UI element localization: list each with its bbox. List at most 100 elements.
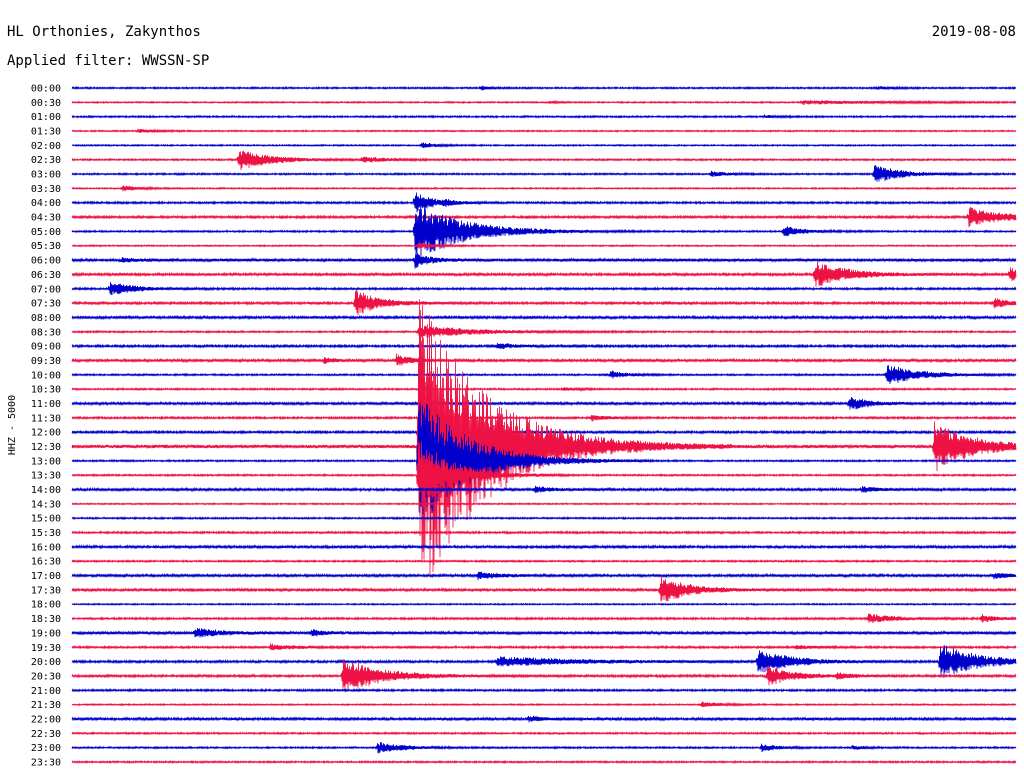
trace-line xyxy=(71,365,1017,384)
station-title: HL Orthonies, Zakynthos xyxy=(7,24,201,40)
trace-line xyxy=(71,687,1017,693)
trace-line xyxy=(71,571,1017,581)
tick-label: 09:30 xyxy=(31,356,61,367)
trace-line xyxy=(71,142,1017,149)
tick-label: 13:30 xyxy=(31,471,61,482)
tick-label: 01:00 xyxy=(31,112,61,123)
trace-line xyxy=(71,252,1017,269)
tick-label: 06:30 xyxy=(31,270,61,281)
trace-line xyxy=(71,289,1017,315)
trace-line xyxy=(71,485,1017,494)
trace-line xyxy=(71,299,1017,576)
tick-label: 09:00 xyxy=(31,342,61,353)
tick-label: 00:30 xyxy=(31,98,61,109)
tick-label: 03:30 xyxy=(31,184,61,195)
trace-line xyxy=(71,645,1017,678)
tick-label: 04:00 xyxy=(31,198,61,209)
tick-label: 00:00 xyxy=(31,84,61,95)
trace-line xyxy=(71,314,1017,321)
tick-label: 15:30 xyxy=(31,528,61,539)
tick-label: 08:00 xyxy=(31,313,61,324)
tick-label: 05:00 xyxy=(31,227,61,238)
trace-line xyxy=(71,192,1017,213)
tick-label: 18:00 xyxy=(31,600,61,611)
trace-line xyxy=(71,613,1017,624)
record-date: 2019-08-08 xyxy=(932,24,1016,40)
tick-label: 07:30 xyxy=(31,299,61,310)
trace-line xyxy=(71,397,1017,410)
trace-line xyxy=(71,530,1017,536)
trace-line xyxy=(71,165,1017,182)
tick-label: 17:30 xyxy=(31,585,61,596)
tick-label: 06:00 xyxy=(31,256,61,267)
tick-label: 03:00 xyxy=(31,170,61,181)
trace-line xyxy=(71,150,1017,171)
tick-label: 16:30 xyxy=(31,557,61,568)
tick-label: 10:00 xyxy=(31,370,61,381)
tick-label: 23:30 xyxy=(31,757,61,768)
trace-line xyxy=(71,206,1017,259)
trace-line xyxy=(71,502,1017,506)
trace-line xyxy=(71,759,1017,765)
tick-label: 16:00 xyxy=(31,542,61,553)
trace-line xyxy=(71,325,1017,339)
tick-label-group: 00:00 00:30 01:00 01:30 02:00 02:30 03:00 03:30… xyxy=(31,84,61,769)
tick-label: 11:30 xyxy=(31,413,61,424)
trace-line xyxy=(71,575,1017,602)
trace-line xyxy=(71,281,1017,296)
tick-label: 01:30 xyxy=(31,127,61,138)
tick-label: 22:00 xyxy=(31,714,61,725)
tick-label: 20:30 xyxy=(31,671,61,682)
tick-label: 02:30 xyxy=(31,155,61,166)
tick-label: 02:00 xyxy=(31,141,61,152)
trace-line xyxy=(71,386,1017,392)
tick-label: 19:00 xyxy=(31,628,61,639)
trace-line xyxy=(71,602,1017,607)
trace-line xyxy=(71,185,1017,192)
tick-label: 12:30 xyxy=(31,442,61,453)
tick-label: 14:30 xyxy=(31,499,61,510)
trace-line xyxy=(71,627,1017,638)
trace-group xyxy=(71,85,1017,765)
tick-label: 21:30 xyxy=(31,700,61,711)
tick-label: 19:30 xyxy=(31,643,61,654)
trace-line xyxy=(71,353,1017,366)
tick-label: 21:00 xyxy=(31,686,61,697)
trace-line xyxy=(71,99,1017,105)
tick-label: 13:00 xyxy=(31,456,61,467)
tick-label: 23:00 xyxy=(31,743,61,754)
trace-line xyxy=(71,715,1017,723)
tick-label: 15:00 xyxy=(31,514,61,525)
trace-line xyxy=(71,515,1017,521)
tick-label: 17:00 xyxy=(31,571,61,582)
trace-line xyxy=(71,114,1017,120)
trace-line xyxy=(71,242,1017,249)
tick-label: 12:00 xyxy=(31,428,61,439)
trace-line xyxy=(71,342,1017,350)
trace-line xyxy=(71,128,1017,134)
tick-label: 20:00 xyxy=(31,657,61,668)
tick-label: 18:30 xyxy=(31,614,61,625)
trace-line xyxy=(71,659,1017,692)
trace-line xyxy=(71,441,1017,508)
trace-line xyxy=(71,414,1017,422)
trace-line xyxy=(71,742,1017,754)
trace-line xyxy=(71,403,1017,515)
tick-label: 08:30 xyxy=(31,327,61,338)
tick-label: 04:30 xyxy=(31,213,61,224)
trace-line xyxy=(71,643,1017,651)
trace-line xyxy=(71,701,1017,708)
trace-line xyxy=(71,206,1017,228)
y-axis-label: HHZ - 5000 xyxy=(7,395,18,455)
tick-label: 14:00 xyxy=(31,485,61,496)
trace-line xyxy=(71,731,1017,736)
trace-line xyxy=(71,261,1017,287)
tick-label: 22:30 xyxy=(31,729,61,740)
filter-label: Applied filter: WWSSN-SP xyxy=(7,53,209,69)
tick-label: 05:30 xyxy=(31,241,61,252)
tick-label: 11:00 xyxy=(31,399,61,410)
trace-line xyxy=(71,424,1017,441)
trace-line xyxy=(71,559,1017,564)
trace-line xyxy=(71,85,1017,91)
